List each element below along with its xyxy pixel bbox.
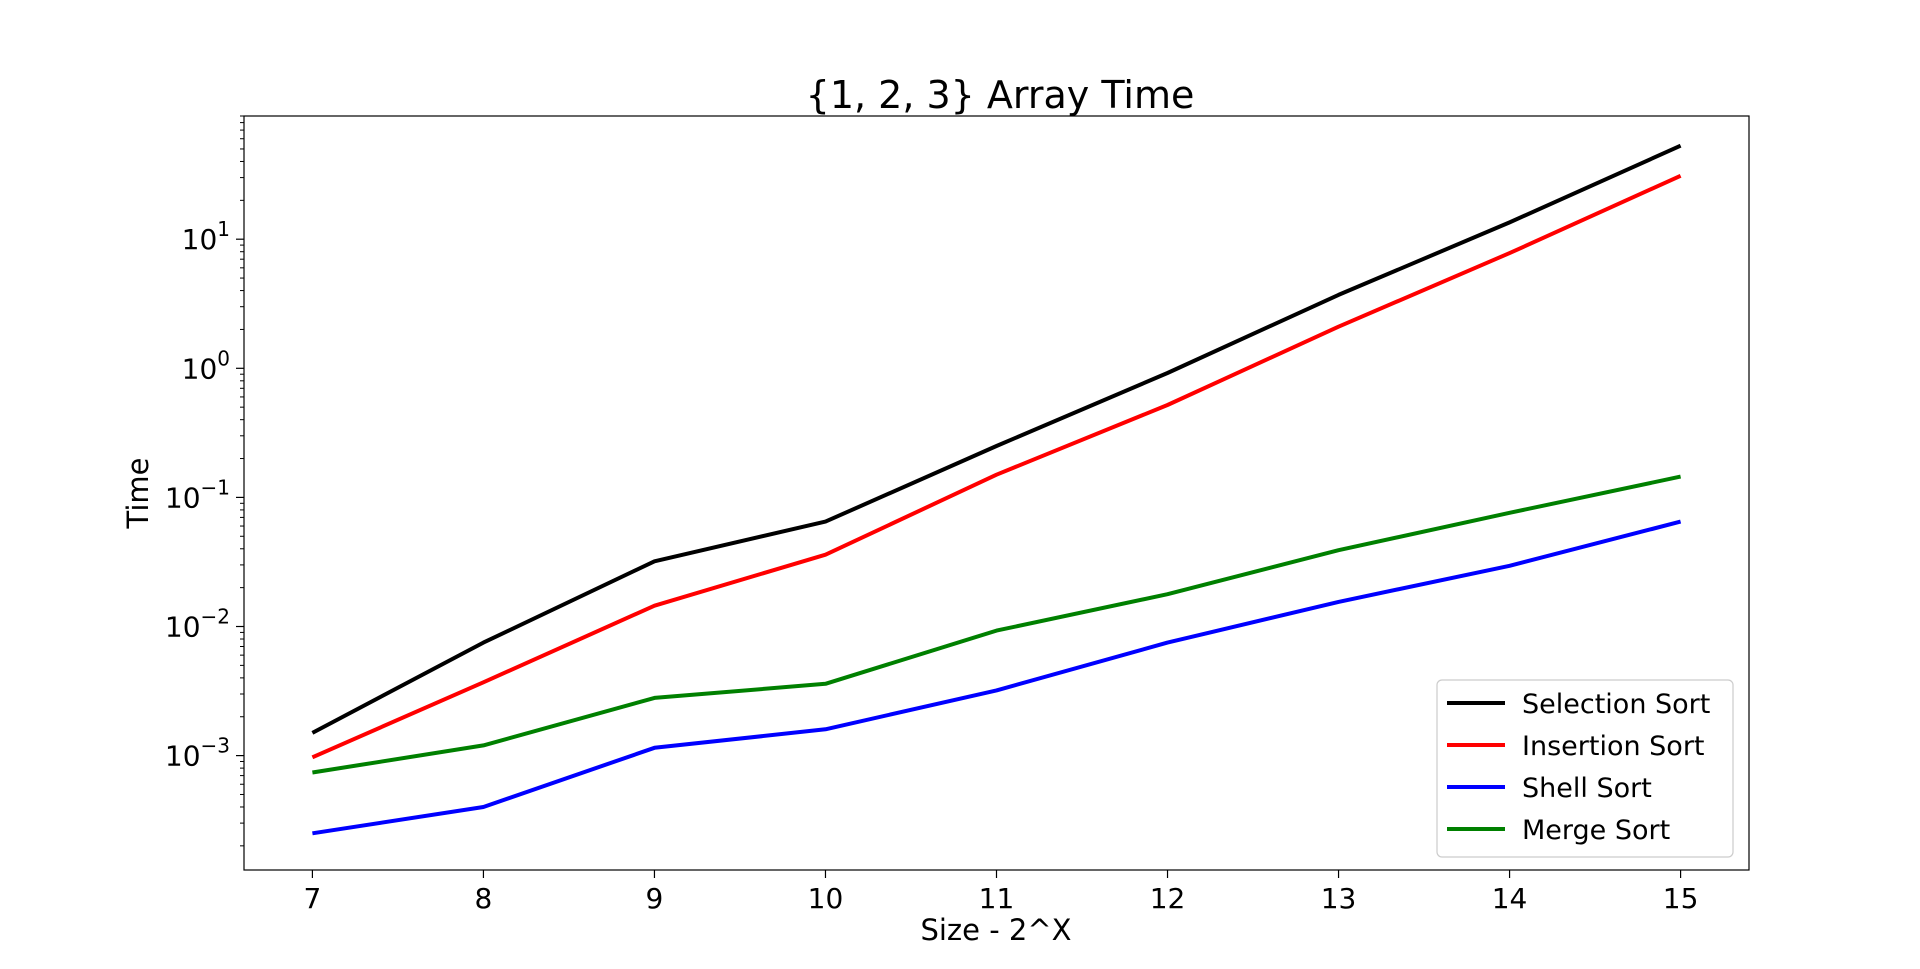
series-lines <box>311 143 1682 836</box>
x-tick-label: 13 <box>1321 882 1357 915</box>
legend-label-selection-sort: Selection Sort <box>1522 689 1710 720</box>
legend-label-shell-sort: Shell Sort <box>1522 773 1652 804</box>
series-line-selection-sort <box>311 143 1682 735</box>
y-axis-label: Time <box>121 458 155 530</box>
x-tick-label: 14 <box>1492 882 1528 915</box>
x-axis-label: Size - 2^X <box>920 913 1071 947</box>
y-axis-minor-ticks <box>240 115 244 847</box>
y-axis-ticks: 10−3 10−2 10−1 100 101 <box>165 217 244 773</box>
chart-title: {1, 2, 3} Array Time <box>806 73 1195 117</box>
legend-label-merge-sort: Merge Sort <box>1522 815 1670 846</box>
x-tick-label: 12 <box>1150 882 1186 915</box>
series-line-merge-sort <box>312 474 1682 775</box>
x-axis-ticks: 7 8 9 10 11 12 13 14 15 <box>303 870 1698 915</box>
legend: Selection Sort Insertion Sort Shell Sort Me… <box>1436 679 1734 858</box>
y-tick-label: 101 <box>182 217 230 256</box>
legend-box <box>1436 679 1734 858</box>
x-tick-label: 8 <box>475 882 493 915</box>
y-tick-label: 10−3 <box>165 734 230 773</box>
x-tick-label: 11 <box>979 882 1015 915</box>
y-tick-label: 10−2 <box>165 605 230 644</box>
legend-label-insertion-sort: Insertion Sort <box>1522 731 1705 762</box>
x-tick-label: 15 <box>1663 882 1699 915</box>
x-tick-label: 7 <box>303 882 321 915</box>
y-tick-label: 100 <box>182 346 230 385</box>
y-tick-label: 10−1 <box>165 475 230 514</box>
x-tick-label: 10 <box>808 882 844 915</box>
series-line-shell-sort <box>312 519 1682 836</box>
series-line-insertion-sort <box>311 173 1682 760</box>
x-tick-label: 9 <box>646 882 664 915</box>
